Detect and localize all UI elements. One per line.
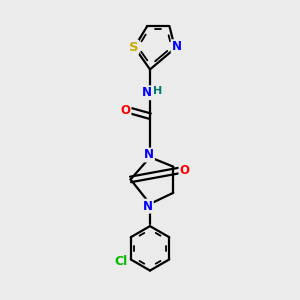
Text: N: N: [143, 200, 153, 213]
Text: Cl: Cl: [114, 255, 128, 268]
Text: N: N: [144, 148, 154, 161]
Text: H: H: [153, 85, 162, 96]
Text: O: O: [121, 104, 130, 117]
Text: N: N: [172, 40, 182, 53]
Text: S: S: [128, 41, 138, 54]
Text: N: N: [142, 86, 152, 99]
Text: O: O: [179, 164, 189, 177]
